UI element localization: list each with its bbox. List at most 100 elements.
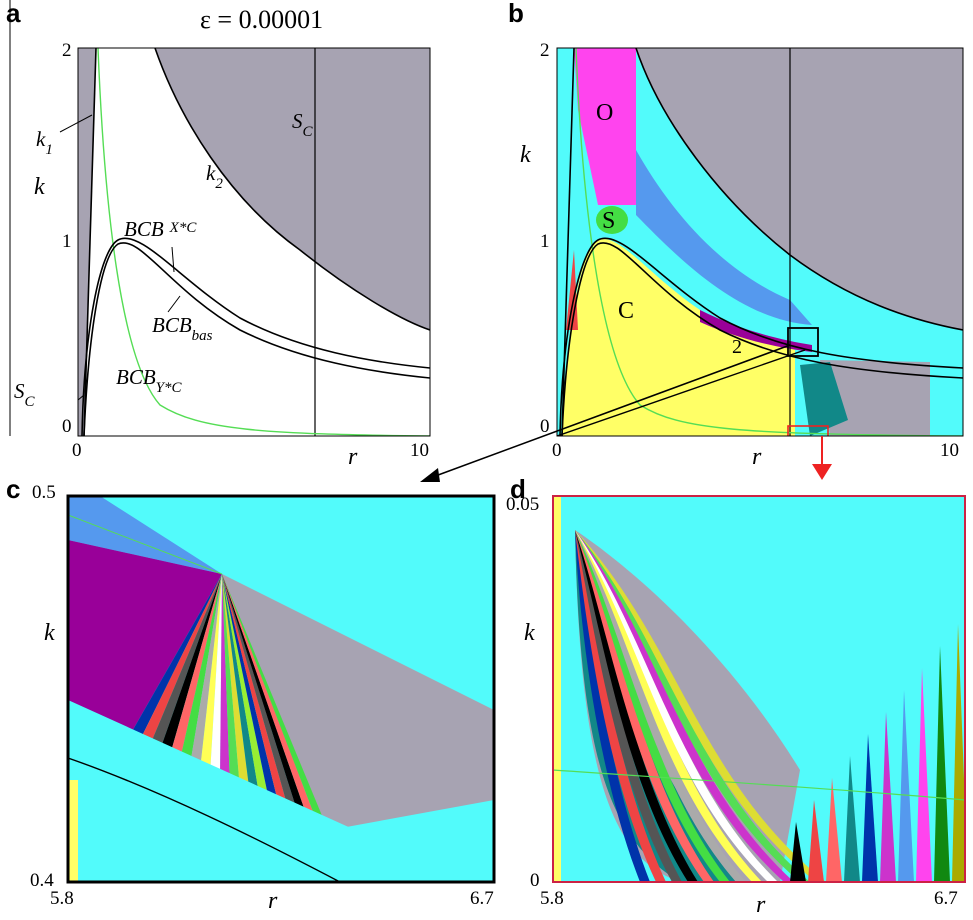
region-label-s: S [602,208,615,234]
fan-d-band [575,530,762,882]
label-k1: k1 [36,127,53,158]
xtick-d-67: 6.7 [934,888,958,909]
curve-bcb-xc [81,237,430,436]
label-k2: k2 [206,161,223,192]
panel-label-a: a [6,0,21,28]
fan-d-band [575,530,746,882]
fan-d-band [575,530,826,882]
region-purple-c [68,540,222,735]
fan-c-wedge [170,574,222,760]
fan-c-wedge [200,574,222,775]
label-bcb-xc: BCB X*C [124,217,197,241]
region-above-k2 [155,48,430,330]
region-label-o: O [596,100,613,126]
fan-d-band [575,530,730,882]
frame-c [66,494,496,884]
region-left-k1 [78,48,96,436]
region-purple [700,310,812,352]
ylabel-d: k [524,620,535,646]
region-o [574,48,636,205]
frame-a [77,47,431,437]
ylabel-b: k [520,142,531,168]
xlabel-b: r [752,444,762,470]
ylabel-c: k [44,620,55,646]
spike-d [952,624,965,882]
fan-c-wedge [220,574,230,785]
fan-c-wedge [222,574,330,835]
region-label-2: 2 [732,336,742,358]
spike-d [880,712,896,882]
panel-a: a ε = 0.00001 2 1 0 0 10 [6,0,431,470]
ylabel-a: k [34,174,45,200]
arrow-to-c [420,468,440,482]
label-bcb-bas: BCBbas [152,313,213,344]
ytick-b-0: 0 [540,416,550,437]
spike-d [898,690,914,882]
region-label-c: C [618,298,634,324]
ytick-c-04: 0.4 [30,870,54,891]
xtick-b-10: 10 [940,440,959,461]
plot-area-d [553,496,965,882]
xtick-b-0: 0 [552,440,562,461]
region-gray-b [636,48,963,330]
ytick-a-1: 1 [62,231,72,252]
ytick-c-05: 0.5 [32,482,56,503]
label-sc-bottom: SC [14,379,36,410]
fan-c [130,574,330,835]
arrow-to-d [812,464,832,480]
ytick-a-2: 2 [62,40,72,61]
panel-label-c: c [6,474,20,504]
fan-d-band [575,530,810,882]
xtick-c-67: 6.7 [470,888,494,909]
panel-c: c 0.5 0.4 5.8 6.7 k r [6,474,496,914]
region-gray-c [222,574,494,830]
region-s [596,206,628,234]
fan-d [575,530,826,882]
fan-c-wedge [130,574,222,740]
fan-c-wedge [190,574,222,770]
panel-label-d: d [510,474,526,504]
curve-k2 [154,48,430,331]
curve-bcb-yc [97,48,430,436]
panel-b: b [508,0,964,470]
spike-d [826,778,842,882]
xtick-c-58: 5.8 [50,888,74,909]
xtick-a-0: 0 [72,440,82,461]
curve-k1 [83,48,97,436]
region-blue [636,150,812,325]
xlabel-c: r [268,888,278,914]
ytick-b-2: 2 [540,40,550,61]
zoom-box-d [787,425,829,436]
plot-area-a [78,48,430,436]
frame-d [552,495,966,883]
ytick-d-005: 0.05 [506,494,539,515]
label-bcb-yc: BCBY*C [116,365,183,396]
curve-bcb-bas [83,242,430,436]
label-sc-top: SC [292,109,314,140]
spike-d [790,822,806,882]
epsilon-label: ε = 0.00001 [200,5,323,34]
frame-b [556,47,964,437]
xtick-d-58: 5.8 [540,888,564,909]
fan-c-wedge [140,574,222,745]
fan-c-wedge [160,574,222,755]
xtick-a-10: 10 [410,440,429,461]
xlabel-a: r [348,444,358,470]
spikes-d [790,624,965,882]
ytick-a-0: 0 [62,416,72,437]
plot-area-b [557,48,963,436]
plot-area-c [68,496,494,882]
fan-c-wedge [180,574,222,765]
ytick-b-1: 1 [540,231,550,252]
spike-d [916,668,932,882]
spike-d [808,800,824,882]
fan-c-wedge [210,574,222,780]
panel-label-b: b [508,0,524,28]
panel-d: d 0.05 0 5.8 6.7 k r [506,474,966,918]
region-c [562,238,795,436]
zoom-box-c [787,327,819,357]
fan-c-wedge [150,574,222,750]
ytick-d-0: 0 [530,870,540,891]
spike-d [844,756,860,882]
